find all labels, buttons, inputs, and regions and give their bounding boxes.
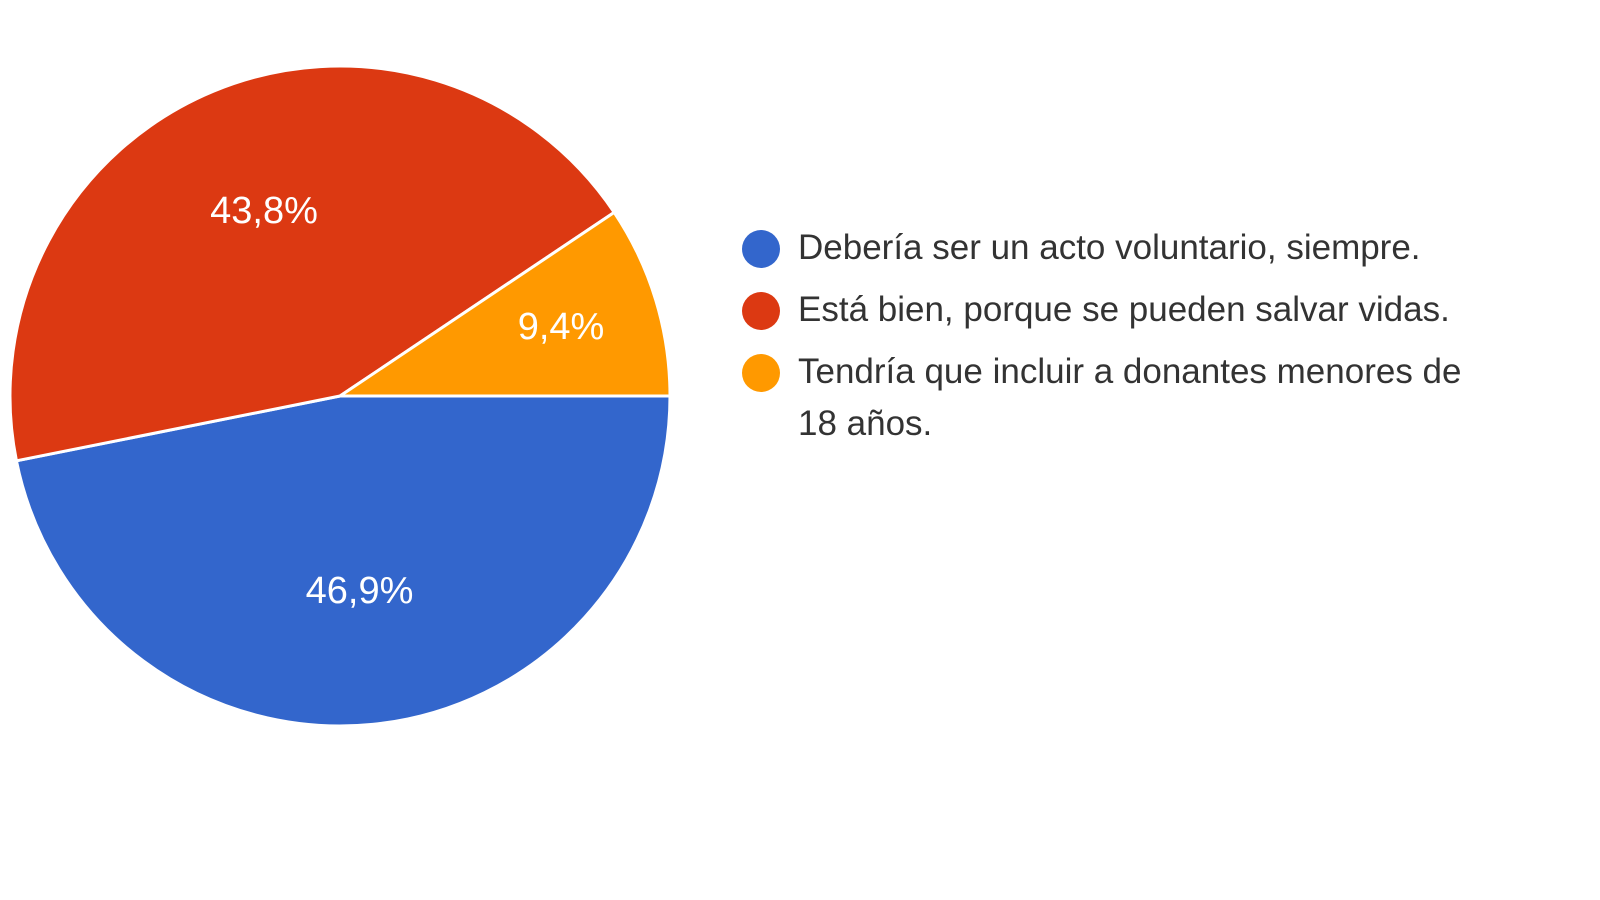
pie-slice-1 — [8, 64, 616, 463]
legend-item: Está bien, porque se pueden salvar vidas… — [742, 284, 1522, 336]
slice-label-2: 9,4% — [518, 306, 605, 348]
slice-label-0: 46,9% — [306, 570, 414, 612]
legend-item: Debería ser un acto voluntario, siempre. — [742, 222, 1522, 274]
slice-label-1: 43,8% — [210, 190, 318, 232]
legend-swatch-1 — [742, 292, 780, 330]
legend: Debería ser un acto voluntario, siempre.… — [742, 222, 1522, 460]
legend-label-0: Debería ser un acto voluntario, siempre. — [798, 228, 1421, 267]
legend-item: Tendría que incluir a donantes menores d… — [742, 346, 1522, 450]
legend-swatch-0 — [742, 230, 780, 268]
legend-label-2: Tendría que incluir a donantes menores d… — [798, 352, 1462, 443]
legend-label-1: Está bien, porque se pueden salvar vidas… — [798, 290, 1450, 329]
legend-swatch-2 — [742, 354, 780, 392]
pie-slice-0 — [14, 394, 672, 728]
pie-slice-2 — [338, 210, 672, 398]
